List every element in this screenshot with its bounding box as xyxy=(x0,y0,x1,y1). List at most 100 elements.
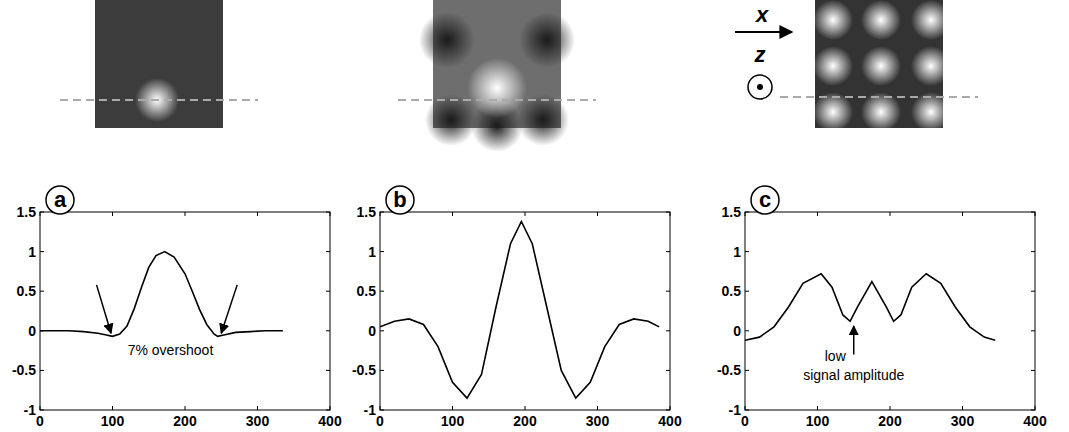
annotation-arrow xyxy=(221,285,237,333)
y-tick xyxy=(666,330,670,331)
field-image xyxy=(419,0,575,152)
y-tick xyxy=(40,410,44,411)
y-tick-label: 1 xyxy=(368,244,376,260)
y-tick-label: 1 xyxy=(28,244,36,260)
y-tick xyxy=(40,251,44,252)
y-tick xyxy=(666,291,670,292)
y-tick-label: -1 xyxy=(364,402,377,418)
y-tick-label: 0 xyxy=(28,323,36,339)
y-tick-label: 0.5 xyxy=(357,283,377,299)
field-image xyxy=(95,0,223,128)
dark-spot xyxy=(425,94,477,146)
x-tick xyxy=(670,406,671,410)
x-tick xyxy=(330,212,331,216)
x-tick xyxy=(597,212,598,216)
y-tick xyxy=(745,370,749,371)
y-tick-label: -0.5 xyxy=(352,362,376,378)
line-series xyxy=(380,222,659,399)
data-group xyxy=(380,222,659,399)
dark-spot xyxy=(517,94,569,146)
out-of-plane-dot xyxy=(757,84,763,90)
y-tick xyxy=(326,370,330,371)
line-series xyxy=(745,274,995,341)
y-tick xyxy=(326,291,330,292)
panel-letter: a xyxy=(54,187,67,212)
y-tick-label: -0.5 xyxy=(717,362,741,378)
y-tick xyxy=(380,212,384,213)
bright-spot xyxy=(861,0,901,40)
line-series xyxy=(40,252,283,337)
y-tick xyxy=(1031,251,1035,252)
out-of-plane-symbol xyxy=(748,75,772,99)
x-tick xyxy=(257,406,258,410)
data-group xyxy=(40,252,283,337)
x-tick xyxy=(890,406,891,410)
cut-line xyxy=(60,99,258,101)
y-tick xyxy=(40,291,44,292)
y-tick xyxy=(1031,330,1035,331)
y-tick xyxy=(1031,212,1035,213)
y-tick-label: 0.5 xyxy=(17,283,37,299)
y-tick-label: 1 xyxy=(733,244,741,260)
x-tick-label: 0 xyxy=(741,413,749,429)
cut-line xyxy=(398,99,596,101)
y-tick xyxy=(380,330,384,331)
y-tick xyxy=(666,410,670,411)
x-tick xyxy=(745,212,746,216)
x-tick-label: 100 xyxy=(101,413,125,429)
x-tick xyxy=(670,212,671,216)
x-tick xyxy=(452,406,453,410)
x-tick-label: 400 xyxy=(1023,413,1047,429)
figure: xz0100200300400-1-0.500.511.5a7% oversho… xyxy=(0,0,1069,432)
x-tick xyxy=(817,406,818,410)
x-tick xyxy=(185,406,186,410)
x-tick-label: 200 xyxy=(878,413,902,429)
y-tick xyxy=(745,251,749,252)
y-tick xyxy=(1031,291,1035,292)
x-tick-label: 0 xyxy=(36,413,44,429)
y-tick xyxy=(745,330,749,331)
x-tick xyxy=(330,406,331,410)
panel-letter-circle xyxy=(46,186,74,214)
y-tick xyxy=(380,291,384,292)
x-tick xyxy=(452,212,453,216)
y-tick xyxy=(1031,410,1035,411)
bright-spot xyxy=(813,46,853,86)
field-image xyxy=(813,0,951,132)
plot-frame xyxy=(380,212,670,410)
y-tick-label: -1 xyxy=(729,402,742,418)
y-tick-label: 0.5 xyxy=(722,283,742,299)
dark-spot xyxy=(519,12,575,68)
plot-frame xyxy=(40,212,330,410)
y-tick-label: 1.5 xyxy=(722,204,742,220)
x-tick xyxy=(962,406,963,410)
x-tick xyxy=(40,406,41,410)
y-tick xyxy=(745,410,749,411)
axis-indicator-arrow xyxy=(735,31,792,33)
panel-letter-circle xyxy=(751,186,779,214)
x-tick xyxy=(597,406,598,410)
x-tick xyxy=(745,406,746,410)
panel: 0100200300400-1-0.500.511.5b xyxy=(352,186,682,429)
x-tick xyxy=(40,212,41,216)
x-tick xyxy=(962,212,963,216)
plot-frame xyxy=(745,212,1035,410)
annotation-line: signal amplitude xyxy=(803,367,904,383)
y-tick-label: -1 xyxy=(24,402,37,418)
x-tick-label: 0 xyxy=(376,413,384,429)
bright-spot xyxy=(467,58,527,118)
panel-letter-circle xyxy=(386,186,414,214)
x-tick xyxy=(890,212,891,216)
y-tick xyxy=(40,212,44,213)
y-tick xyxy=(745,291,749,292)
x-tick xyxy=(257,212,258,216)
x-tick-label: 100 xyxy=(441,413,465,429)
y-tick xyxy=(380,251,384,252)
y-tick xyxy=(380,370,384,371)
panel-letter: b xyxy=(393,187,406,212)
image-background xyxy=(95,0,223,128)
bright-spot xyxy=(861,92,901,132)
x-tick-label: 300 xyxy=(586,413,610,429)
y-tick-label: 0 xyxy=(733,323,741,339)
annotation: 7% overshoot xyxy=(128,342,214,358)
